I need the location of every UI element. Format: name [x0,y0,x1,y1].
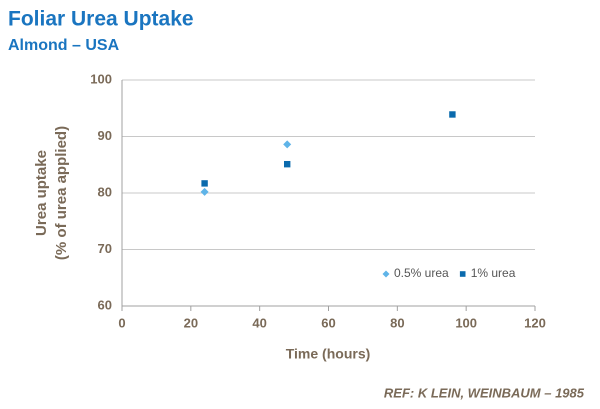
x-tick-label: 60 [321,315,335,330]
x-tick-label: 100 [455,315,477,330]
x-axis-label: Time (hours) [286,346,371,362]
data-point [200,187,209,196]
x-tick-label: 20 [184,315,198,330]
y-tick-label: 60 [98,297,112,312]
data-point [283,140,292,149]
legend-label: 1% urea [471,266,516,280]
x-tick-label: 40 [252,315,266,330]
x-tick-label: 120 [524,315,546,330]
data-point [201,180,208,187]
chart-subtitle: Almond – USA [8,37,120,54]
y-tick-label: 100 [90,71,112,86]
chart-title: Foliar Urea Uptake [8,8,194,31]
x-tick-label: 80 [390,315,404,330]
y-tick-label: 70 [98,241,112,256]
y-tick-label: 90 [98,128,112,143]
y-tick-label: 80 [98,184,112,199]
legend-label: 0.5% urea [394,266,449,280]
y-axis-label: (% of urea applied) [53,126,70,260]
legend-marker [382,270,390,278]
data-point [284,160,291,168]
data-point [449,111,456,118]
legend-marker [459,271,466,277]
y-axis-label: Urea uptake [33,150,50,236]
reference-note: REF: K LEIN, WEINBAUM – 1985 [384,385,585,400]
x-tick-label: 0 [118,315,125,330]
